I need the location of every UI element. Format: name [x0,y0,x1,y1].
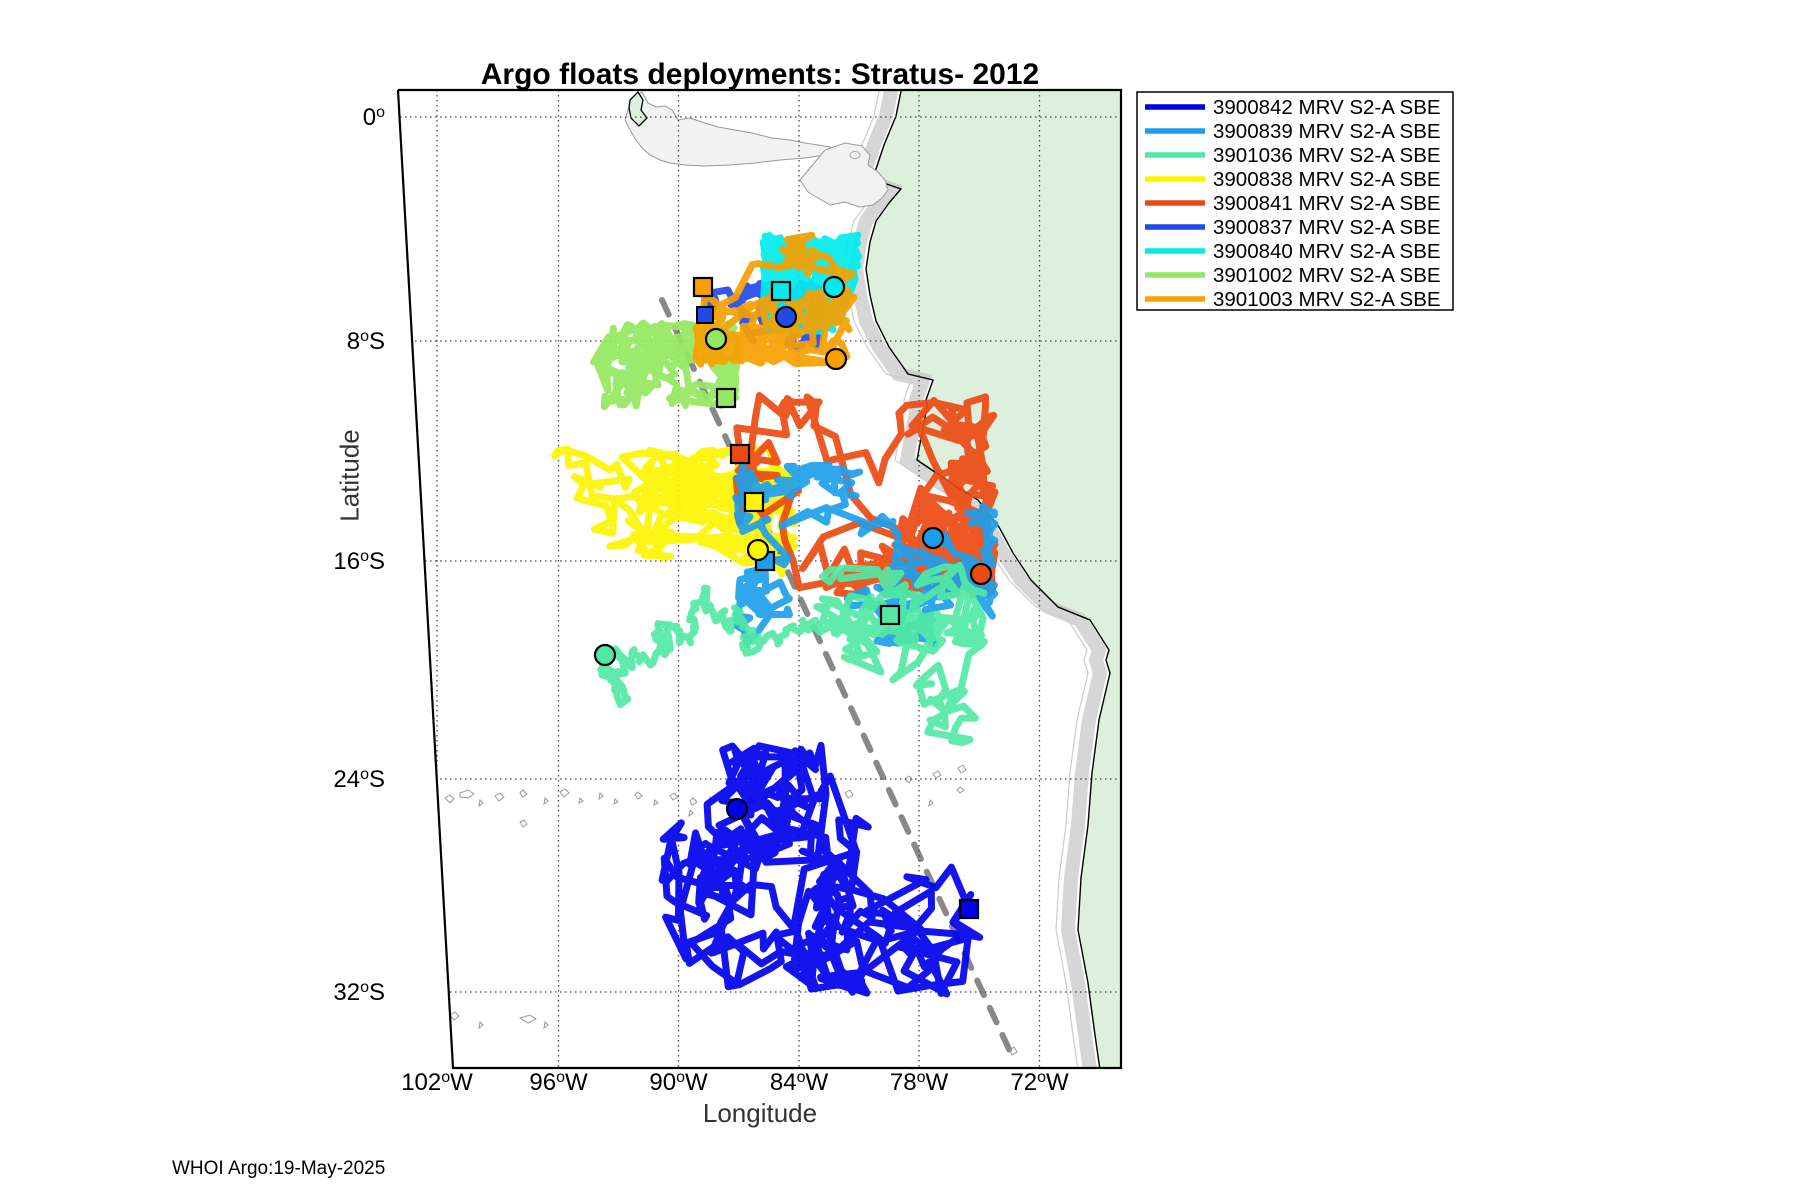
svg-text:102oW: 102oW [401,1069,473,1097]
svg-text:3901003 MRV S2-A SBE: 3901003 MRV S2-A SBE [1213,288,1441,311]
svg-text:96oW: 96oW [529,1069,588,1097]
svg-text:16oS: 16oS [333,548,385,576]
svg-text:3900837 MRV S2-A SBE: 3900837 MRV S2-A SBE [1213,216,1441,239]
svg-text:3900842 MRV S2-A SBE: 3900842 MRV S2-A SBE [1213,96,1441,119]
svg-text:32oS: 32oS [333,979,385,1007]
svg-text:72oW: 72oW [1010,1069,1069,1097]
svg-text:3901036 MRV S2-A SBE: 3901036 MRV S2-A SBE [1213,144,1441,167]
svg-text:8oS: 8oS [347,328,385,356]
svg-text:3900841 MRV S2-A SBE: 3900841 MRV S2-A SBE [1213,192,1441,215]
svg-text:3900839 MRV S2-A SBE: 3900839 MRV S2-A SBE [1213,120,1441,143]
svg-text:0o: 0o [363,104,385,132]
svg-text:24oS: 24oS [333,766,385,794]
svg-text:90oW: 90oW [649,1069,708,1097]
svg-text:3901002 MRV S2-A SBE: 3901002 MRV S2-A SBE [1213,264,1441,287]
svg-text:84oW: 84oW [770,1069,829,1097]
svg-text:3900838 MRV S2-A SBE: 3900838 MRV S2-A SBE [1213,168,1441,191]
svg-text:78oW: 78oW [890,1069,949,1097]
svg-text:3900840 MRV S2-A SBE: 3900840 MRV S2-A SBE [1213,240,1441,263]
